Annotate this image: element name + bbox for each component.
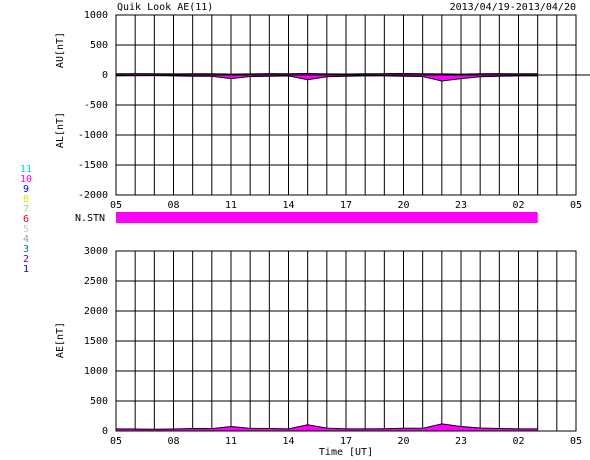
x-tick-label: 05 bbox=[570, 436, 582, 447]
x-tick-label: 23 bbox=[455, 436, 467, 447]
x-tick-label: 17 bbox=[340, 436, 352, 447]
station-number: 6 bbox=[23, 214, 29, 225]
y-axis-label: AE[nT] bbox=[55, 322, 66, 358]
x-tick-label: 14 bbox=[282, 436, 294, 447]
station-number: 11 bbox=[20, 164, 32, 175]
station-number: 4 bbox=[23, 234, 29, 245]
area-fill bbox=[116, 75, 538, 81]
plot-frame bbox=[115, 14, 577, 196]
area-fill bbox=[116, 423, 538, 431]
station-number: 2 bbox=[23, 254, 29, 265]
date-range: 2013/04/19-2013/04/20 bbox=[450, 2, 576, 13]
x-tick-label: 11 bbox=[225, 200, 237, 211]
x-tick-label: 14 bbox=[282, 200, 294, 211]
y-tick-label: 1500 bbox=[84, 336, 108, 347]
x-tick-label: 05 bbox=[110, 436, 122, 447]
y-tick-label: -1000 bbox=[78, 130, 108, 141]
x-tick-label: 08 bbox=[167, 200, 179, 211]
nstn-label: N.STN bbox=[75, 213, 105, 224]
nstn-bar bbox=[116, 212, 538, 223]
y-tick-label: -500 bbox=[84, 100, 108, 111]
station-number: 10 bbox=[20, 174, 32, 185]
series-line bbox=[115, 72, 538, 75]
station-number: 8 bbox=[23, 194, 29, 205]
x-tick-label: 05 bbox=[570, 200, 582, 211]
x-tick-label: 20 bbox=[397, 436, 409, 447]
y-tick-label: 0 bbox=[102, 426, 108, 437]
y-tick-label: 500 bbox=[90, 396, 108, 407]
station-number: 7 bbox=[23, 204, 29, 215]
series-line bbox=[115, 423, 538, 430]
y-tick-label: 2000 bbox=[84, 306, 108, 317]
x-axis-label: Time [UT] bbox=[319, 447, 373, 458]
y-tick-label: -1500 bbox=[78, 160, 108, 171]
x-tick-label: 20 bbox=[397, 200, 409, 211]
station-number: 3 bbox=[23, 244, 29, 255]
x-tick-label: 23 bbox=[455, 200, 467, 211]
x-tick-label: 05 bbox=[110, 200, 122, 211]
station-number: 1 bbox=[23, 264, 29, 275]
x-tick-label: 02 bbox=[512, 436, 524, 447]
y-tick-label: 500 bbox=[90, 40, 108, 51]
y-tick-label: 3000 bbox=[84, 246, 108, 257]
x-tick-label: 11 bbox=[225, 436, 237, 447]
station-number: 9 bbox=[23, 184, 29, 195]
x-tick-label: 17 bbox=[340, 200, 352, 211]
chart-title: Quik Look AE(11) bbox=[117, 2, 213, 13]
y-axis-label: AU[nT] bbox=[55, 32, 66, 68]
plot-frame bbox=[115, 250, 577, 432]
series-line bbox=[115, 75, 538, 82]
y-tick-label: 1000 bbox=[84, 366, 108, 377]
x-tick-label: 02 bbox=[512, 200, 524, 211]
y-tick-label: 2500 bbox=[84, 276, 108, 287]
x-tick-label: 08 bbox=[167, 436, 179, 447]
y-tick-label: -2000 bbox=[78, 190, 108, 201]
y-tick-label: 1000 bbox=[84, 10, 108, 21]
y-tick-label: 0 bbox=[102, 70, 108, 81]
station-number: 5 bbox=[23, 224, 29, 235]
y-axis-label: AL[nT] bbox=[55, 112, 66, 148]
